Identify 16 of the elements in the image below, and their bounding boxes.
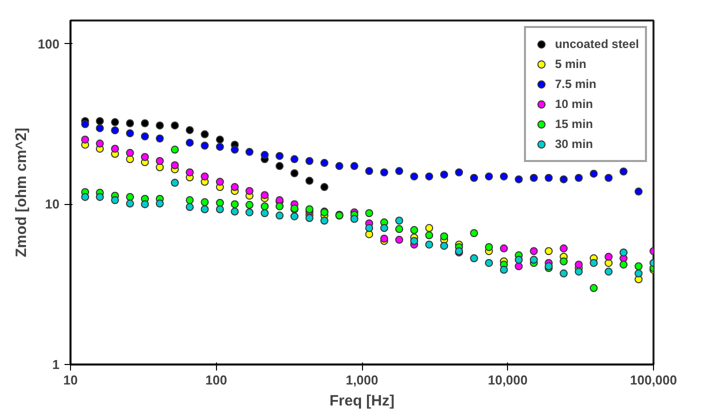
- x-tick-label: 100,000: [630, 372, 678, 388]
- y-axis-title: Zmod [ohm cm^2]: [12, 128, 30, 258]
- x-tick-label: 1,000: [346, 372, 378, 388]
- legend-label: 10 min: [554, 97, 593, 111]
- y-tick-label: 100: [38, 36, 60, 52]
- legend-label: 30 min: [554, 137, 593, 151]
- legend-label: 7.5 min: [554, 77, 596, 91]
- x-tick-label: 10: [63, 372, 78, 388]
- x-axis-title: Freq [Hz]: [330, 392, 394, 410]
- legend-label: uncoated steel: [554, 37, 639, 51]
- y-tick-label: 10: [45, 196, 60, 212]
- x-tick-label: 100: [205, 372, 228, 388]
- legend-label: 5 min: [554, 57, 586, 71]
- y-tick-label: 1: [52, 357, 60, 372]
- legend-label: 15 min: [554, 117, 593, 131]
- x-tick-label: 10,000: [488, 372, 528, 388]
